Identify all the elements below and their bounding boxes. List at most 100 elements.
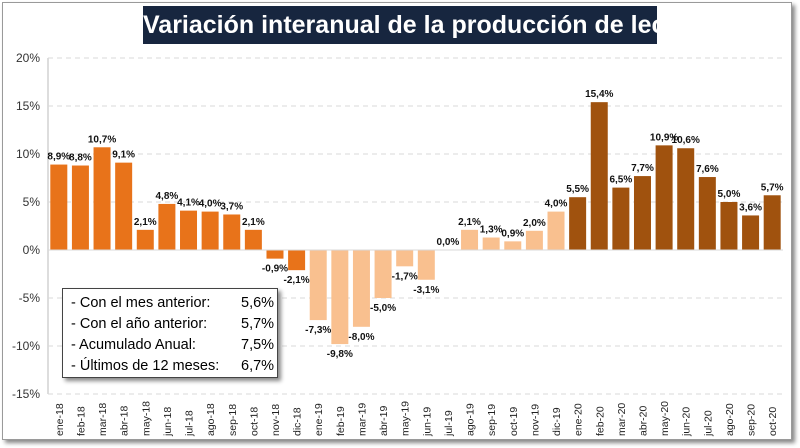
y-tick-label: 10% bbox=[16, 147, 40, 161]
data-label: -3,1% bbox=[413, 285, 439, 296]
data-label: -5,0% bbox=[370, 303, 396, 314]
bar bbox=[352, 250, 370, 327]
data-label: -2,1% bbox=[284, 275, 310, 286]
data-label: 5,0% bbox=[718, 189, 741, 200]
x-tick-label: nov-19 bbox=[529, 404, 541, 436]
y-tick-label: -5% bbox=[19, 291, 41, 305]
bar bbox=[93, 147, 111, 250]
summary-value: 7,5% bbox=[241, 337, 275, 353]
data-label: 2,1% bbox=[242, 217, 265, 228]
data-label: 2,1% bbox=[458, 217, 481, 228]
x-tick-label: abr-18 bbox=[119, 405, 131, 436]
x-tick-label: sep-19 bbox=[486, 404, 498, 436]
x-tick-label: jul-19 bbox=[443, 410, 455, 437]
x-tick-label: ene-19 bbox=[313, 403, 325, 436]
bar bbox=[504, 241, 522, 250]
bar bbox=[158, 203, 176, 250]
data-label: 4,8% bbox=[155, 191, 178, 202]
y-tick-label: 20% bbox=[16, 51, 40, 65]
chart-title: Variación interanual de la producción de… bbox=[143, 6, 695, 44]
x-tick-label: ene-20 bbox=[573, 403, 585, 436]
x-tick-label: jun-20 bbox=[681, 407, 693, 437]
bar bbox=[590, 102, 608, 250]
bar bbox=[633, 176, 651, 250]
summary-label: - Acumulado Anual: bbox=[71, 337, 196, 353]
x-tick-label: sep-18 bbox=[227, 404, 239, 436]
x-tick-label: jul-20 bbox=[702, 410, 714, 437]
bar bbox=[569, 197, 587, 250]
summary-value: 5,7% bbox=[241, 316, 275, 332]
bar bbox=[698, 177, 716, 250]
bar bbox=[201, 211, 219, 250]
data-label: 10,6% bbox=[672, 135, 700, 146]
data-label: -9,8% bbox=[327, 349, 353, 360]
data-label: 9,1% bbox=[112, 150, 135, 161]
data-label: 8,9% bbox=[47, 152, 70, 163]
data-label: 5,5% bbox=[566, 184, 589, 195]
x-tick-label: feb-18 bbox=[75, 406, 87, 436]
data-label: 2,1% bbox=[134, 217, 157, 228]
bar bbox=[115, 162, 133, 250]
bar bbox=[677, 148, 695, 250]
x-tick-label: jul-18 bbox=[184, 410, 196, 437]
bar bbox=[223, 214, 241, 250]
x-tick-label: may-20 bbox=[659, 401, 671, 436]
bar bbox=[720, 202, 738, 250]
x-tick-label: oct-18 bbox=[248, 407, 260, 436]
data-label: 0,0% bbox=[437, 237, 460, 248]
bar bbox=[396, 250, 414, 267]
data-label: 15,4% bbox=[585, 89, 613, 100]
summary-value: 6,7% bbox=[241, 358, 275, 374]
y-tick-label: 0% bbox=[23, 243, 41, 257]
x-tick-label: ago-20 bbox=[724, 403, 736, 436]
y-tick-label: 15% bbox=[16, 99, 40, 113]
summary-label: - Con el año anterior: bbox=[71, 316, 208, 332]
x-tick-label: mar-19 bbox=[356, 403, 368, 436]
y-tick-label: -15% bbox=[12, 387, 40, 401]
x-tick-label: nov-18 bbox=[270, 404, 282, 436]
bar bbox=[742, 215, 760, 250]
data-label: 4,0% bbox=[199, 199, 222, 210]
x-tick-label: jun-18 bbox=[162, 407, 174, 437]
x-tick-label: ago-19 bbox=[465, 403, 477, 436]
bar bbox=[309, 250, 327, 321]
data-label: 10,9% bbox=[650, 132, 678, 143]
summary-row: - Con el año anterior: 5,7% bbox=[71, 316, 274, 332]
bar bbox=[417, 250, 435, 280]
data-label: -8,0% bbox=[348, 332, 374, 343]
data-label: 3,6% bbox=[739, 202, 762, 213]
x-tick-label: may-18 bbox=[140, 401, 152, 436]
data-label: 3,7% bbox=[220, 201, 243, 212]
data-label: 4,1% bbox=[177, 198, 200, 209]
bar bbox=[374, 250, 392, 298]
data-label: 10,7% bbox=[88, 134, 116, 145]
x-tick-label: ene-18 bbox=[54, 403, 66, 436]
bar bbox=[525, 230, 543, 250]
bar bbox=[288, 250, 306, 271]
data-label: 4,0% bbox=[545, 199, 568, 210]
bar bbox=[655, 145, 673, 250]
x-tick-label: dic-18 bbox=[292, 407, 304, 436]
bar bbox=[266, 250, 284, 259]
bar bbox=[136, 229, 154, 250]
data-label: -7,3% bbox=[305, 325, 331, 336]
x-tick-label: oct-19 bbox=[508, 407, 520, 436]
data-label: 7,6% bbox=[696, 164, 719, 175]
x-tick-label: feb-20 bbox=[594, 406, 606, 436]
summary-row: - Con el mes anterior: 5,6% bbox=[71, 295, 274, 311]
bar bbox=[763, 195, 781, 250]
x-tick-label: abr-20 bbox=[637, 405, 649, 436]
x-tick-label: mar-20 bbox=[616, 403, 628, 436]
bar bbox=[71, 165, 89, 250]
summary-label: - Últimos de 12 meses: bbox=[71, 358, 220, 374]
data-label: 8,8% bbox=[69, 153, 92, 164]
x-tick-label: sep-20 bbox=[746, 404, 758, 436]
bar bbox=[180, 210, 198, 250]
summary-label: - Con el mes anterior: bbox=[71, 295, 211, 311]
data-label: 0,9% bbox=[501, 228, 524, 239]
bar bbox=[547, 211, 565, 250]
x-tick-label: ago-18 bbox=[205, 403, 217, 436]
x-tick-label: dic-19 bbox=[551, 407, 563, 436]
x-tick-label: abr-19 bbox=[378, 405, 390, 436]
